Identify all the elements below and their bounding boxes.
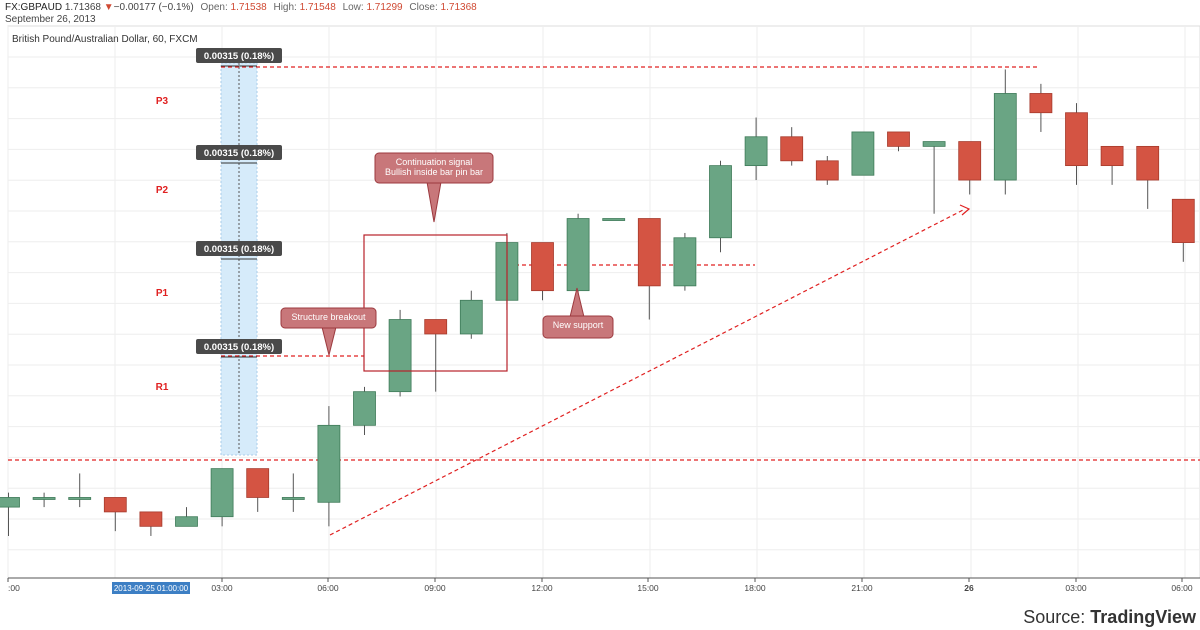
candle-down[interactable] — [531, 242, 554, 292]
candle-down[interactable] — [139, 511, 163, 527]
candle-up[interactable] — [673, 237, 697, 287]
x-tick-label: 12:00 — [531, 583, 553, 593]
candle-up[interactable] — [459, 299, 483, 335]
low-value: 1.71299 — [366, 2, 403, 13]
candle-up[interactable] — [210, 468, 234, 518]
measure-label: 0.00315 (0.18%) — [204, 244, 274, 255]
candle-down[interactable] — [246, 468, 270, 498]
candle-down[interactable] — [1029, 93, 1053, 114]
chart-pane — [7, 25, 1200, 579]
x-tick-label: 26 — [964, 583, 974, 593]
symbol-name: FX:GBPAUD — [5, 2, 63, 13]
candle-up[interactable] — [388, 319, 412, 393]
close-label: Close: — [409, 2, 438, 13]
candle-down[interactable] — [958, 141, 982, 181]
chart-drawings — [329, 204, 971, 536]
x-tick-label: 06:00 — [317, 583, 339, 593]
measure-badge — [196, 145, 282, 160]
high-value: 1.71548 — [299, 2, 336, 13]
callout-new-support: New support — [542, 287, 614, 339]
candle-up[interactable] — [993, 93, 1017, 181]
candle-down[interactable] — [1171, 198, 1195, 243]
last-price: 1.71368 — [64, 2, 101, 13]
callout-structure-breakout-box — [280, 307, 377, 329]
x-tick-label: 09:00 — [424, 583, 446, 593]
x-tick-label: 18:00 — [744, 583, 766, 593]
callout-continuation-signal-box — [374, 152, 494, 184]
candle-up[interactable] — [602, 218, 626, 221]
candle-up[interactable] — [744, 136, 768, 167]
candle-up[interactable] — [851, 131, 875, 176]
level-label-p3: P3 — [156, 96, 169, 107]
candle-down[interactable] — [780, 136, 804, 162]
source-credit: Source: TradingView — [1023, 607, 1196, 628]
down-arrow-icon: ▼ — [103, 2, 114, 13]
x-tick-label: :00 — [8, 583, 20, 593]
callout-structure-breakout: Structure breakout — [280, 307, 377, 356]
open-label: Open: — [200, 2, 228, 13]
candle-down[interactable] — [1136, 145, 1160, 181]
measure-badge — [196, 48, 282, 63]
close-value: 1.71368 — [440, 2, 477, 13]
measure-label: 0.00315 (0.18%) — [204, 342, 274, 353]
measure-badge — [196, 241, 282, 256]
candle-down[interactable] — [637, 218, 661, 287]
candle-up[interactable] — [0, 497, 20, 508]
candle-down[interactable] — [103, 497, 127, 513]
x-tick-label: 03:00 — [211, 583, 233, 593]
measure-label: 0.00315 (0.18%) — [204, 51, 274, 62]
cursor-time-label: 2013-09-25 01:00:00 — [114, 584, 189, 593]
x-tick-label: 15:00 — [637, 583, 659, 593]
level-label-p1: P1 — [156, 288, 169, 299]
candle-up[interactable] — [709, 165, 732, 239]
high-label: High: — [273, 2, 297, 13]
candle-up[interactable] — [175, 516, 198, 527]
low-label: Low: — [342, 2, 364, 13]
x-tick-label: 21:00 — [851, 583, 873, 593]
candle-down[interactable] — [424, 319, 448, 335]
pivot-levels: P3 P2 P1 R1 — [8, 66, 1200, 461]
x-tick-label: 03:00 — [1065, 583, 1087, 593]
chart-title: British Pound/Australian Dollar, 60, FXC… — [12, 34, 198, 45]
callout-continuation-signal-text: Continuation signal — [396, 157, 473, 167]
callouts: Structure breakout Continuation signalBul… — [280, 152, 614, 356]
candle-down[interactable] — [815, 160, 839, 181]
price-change: −0.00177 (−0.1%) — [113, 2, 194, 13]
candle-up[interactable] — [317, 424, 341, 503]
candle-up[interactable] — [353, 391, 376, 426]
measure-badge — [196, 339, 282, 354]
level-label-r1: R1 — [156, 382, 169, 393]
x-axis: :00 03:00 06:00 09:00 12:00 15:00 18:00 21:00 26… — [7, 578, 1193, 594]
inside-bar-box — [363, 234, 508, 372]
cursor-time-badge — [112, 582, 190, 594]
level-label-p2: P2 — [156, 185, 169, 196]
callout-new-support-text: New support — [553, 320, 604, 330]
measure-labels: 0.00315 (0.18%) 0.00315 (0.18%) 0.00315 (0… — [196, 48, 282, 358]
candles — [0, 69, 1195, 536]
candle-down[interactable] — [1100, 145, 1124, 167]
candle-down[interactable] — [887, 131, 910, 147]
source-brand: TradingView — [1090, 607, 1196, 627]
chart-grid — [7, 26, 1200, 578]
candle-up[interactable] — [922, 141, 946, 147]
candle-up[interactable] — [32, 497, 56, 500]
open-value: 1.71538 — [230, 2, 267, 13]
callout-new-support-box — [542, 315, 614, 339]
x-tick-label: 06:00 — [1171, 583, 1193, 593]
candle-up[interactable] — [566, 218, 590, 292]
source-prefix: Source: — [1023, 607, 1091, 627]
candle-down[interactable] — [1065, 112, 1088, 167]
measure-label: 0.00315 (0.18%) — [204, 148, 274, 159]
candle-up[interactable] — [68, 497, 92, 500]
symbol-header: FX:GBPAUD 1.71368 ▼−0.00177 (−0.1%) Open… — [5, 2, 477, 14]
trend-arrow-head-icon — [959, 204, 971, 216]
callout-structure-breakout-text: Structure breakout — [291, 312, 366, 322]
candle-up[interactable] — [281, 497, 305, 500]
header-date: September 26, 2013 — [5, 14, 96, 25]
callout-continuation-signal-text: Bullish inside bar pin bar — [385, 167, 483, 177]
